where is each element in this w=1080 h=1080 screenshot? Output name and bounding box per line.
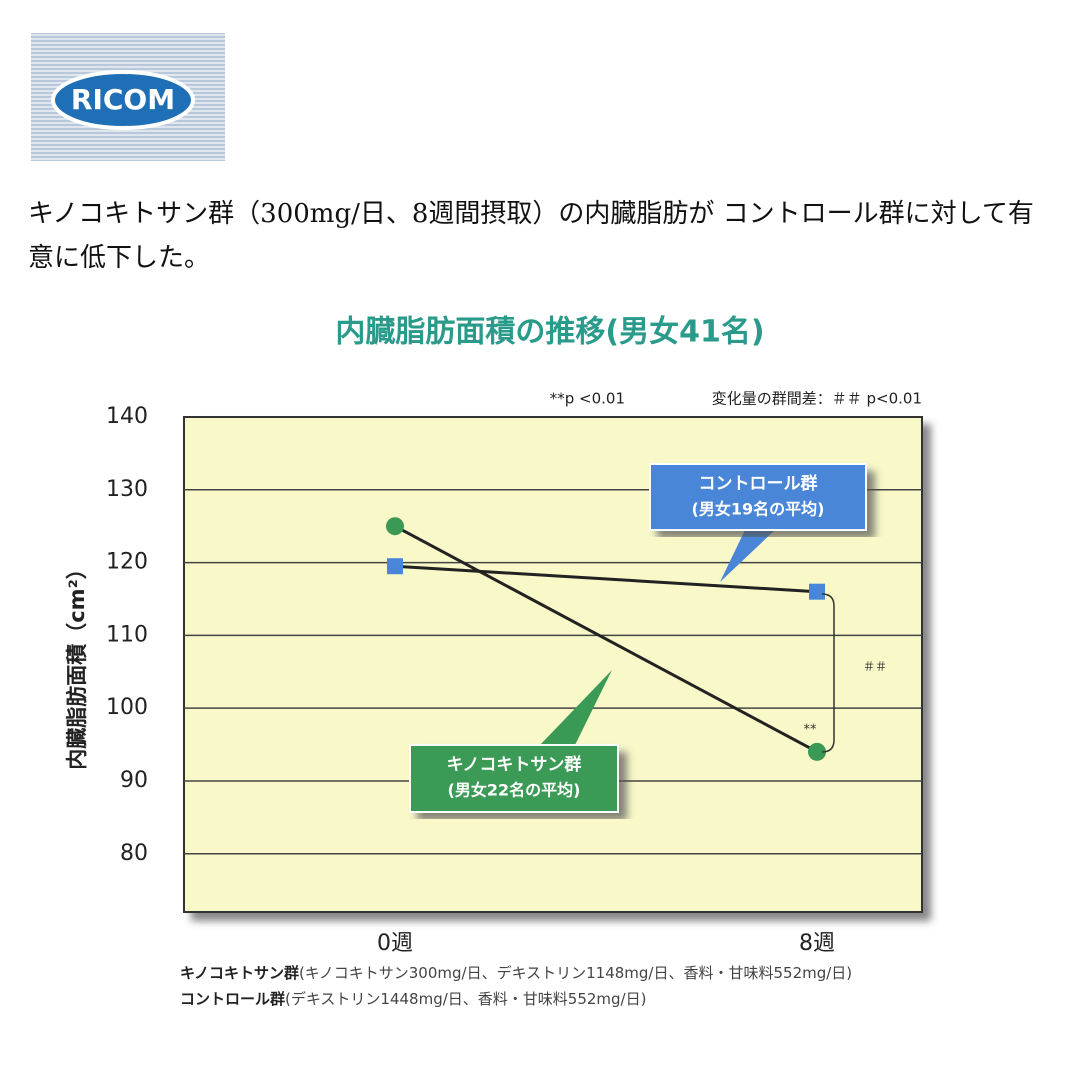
y-tick-label: 120 bbox=[106, 550, 148, 575]
footnote-text: (キノコキトサン300mg/日、デキストリン1148mg/日、香料・甘味料552… bbox=[299, 964, 852, 982]
y-tick-label: 130 bbox=[106, 477, 148, 502]
y-tick-label: 100 bbox=[106, 695, 148, 720]
series-line bbox=[394, 564, 818, 594]
y-tick-label: 80 bbox=[120, 841, 148, 866]
x-tick-label: 8週 bbox=[799, 931, 835, 956]
footnote-text: (デキストリン1448mg/日、香料・甘味料552mg/日) bbox=[285, 990, 646, 1008]
intro-text: キノコキトサン群（300mg/日、8週間摂取）の内臓脂肪が コントロール群に対し… bbox=[28, 199, 1034, 273]
y-axis-label: 内臓脂肪面積（cm²） bbox=[65, 558, 89, 770]
legend-detail: (男女22名の平均) bbox=[448, 781, 581, 800]
x-tick-label: 0週 bbox=[377, 931, 413, 956]
callout-pointer bbox=[540, 670, 612, 745]
y-tick-label: 90 bbox=[120, 768, 148, 793]
footnote: キノコキトサン群(キノコキトサン300mg/日、デキストリン1148mg/日、香… bbox=[180, 964, 852, 982]
footnote: コントロール群(デキストリン1448mg/日、香料・甘味料552mg/日) bbox=[180, 990, 646, 1008]
marker bbox=[386, 517, 404, 536]
series-line bbox=[394, 524, 818, 754]
marker bbox=[809, 583, 825, 600]
logo-text: RICOM bbox=[71, 83, 175, 116]
chart-title: 内臓脂肪面積の推移(男女41名) bbox=[335, 315, 764, 350]
logo: RICOM bbox=[31, 33, 225, 161]
callout-box bbox=[649, 463, 867, 531]
callout-pointer bbox=[720, 530, 775, 582]
legend-label: コントロール群 bbox=[699, 473, 818, 494]
bracket bbox=[821, 593, 835, 753]
legend-label: キノコキトサン群 bbox=[447, 754, 582, 775]
footnote-group: キノコキトサン群 bbox=[180, 964, 299, 982]
legend-detail: (男女19名の平均) bbox=[692, 500, 825, 519]
annotation: ＃＃ bbox=[863, 660, 887, 674]
callout-box bbox=[409, 744, 619, 813]
footnote-group: コントロール群 bbox=[180, 990, 285, 1008]
note: **p <0.01 bbox=[550, 390, 625, 408]
note: 変化量の群間差：＃＃ p<0.01 bbox=[712, 390, 922, 408]
y-tick-label: 110 bbox=[106, 622, 148, 647]
marker bbox=[387, 558, 403, 575]
marker bbox=[808, 742, 826, 761]
y-tick-label: 140 bbox=[106, 404, 148, 429]
annotation: ** bbox=[804, 723, 818, 738]
